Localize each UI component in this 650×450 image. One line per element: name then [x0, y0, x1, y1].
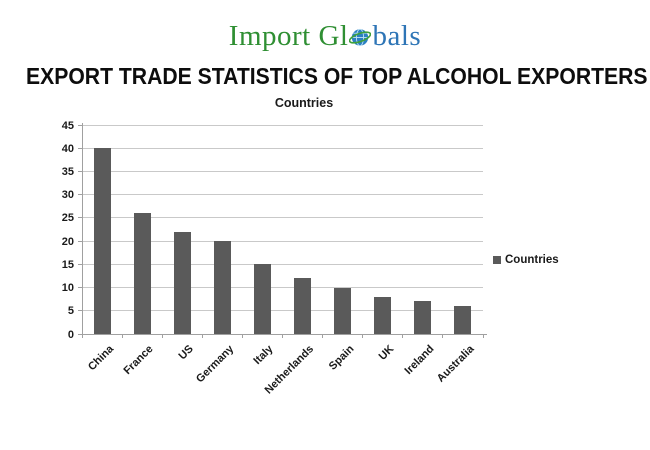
y-axis-tick-label: 40: [61, 142, 74, 155]
x-axis-label-spain: Spain: [326, 343, 357, 373]
bar-france: [133, 213, 151, 334]
y-axis-tick-label: 10: [61, 282, 74, 295]
y-axis-tick-label: 45: [61, 119, 74, 132]
gridline: [82, 287, 483, 289]
y-axis-tick: [78, 217, 82, 219]
y-axis-tick: [78, 310, 82, 312]
chart-title: Countries: [274, 96, 334, 110]
x-axis-tick: [482, 334, 484, 338]
y-axis-tick: [78, 147, 82, 149]
bar-italy: [253, 264, 271, 334]
x-axis-tick: [442, 334, 444, 338]
logo: Import Gl bals: [0, 20, 650, 56]
y-axis-tick: [78, 287, 82, 289]
bar-ireland: [414, 301, 432, 334]
legend: Countries: [493, 254, 559, 266]
x-axis-label-italy: Italy: [251, 343, 276, 368]
x-axis-label-uk: UK: [376, 343, 397, 363]
y-axis-tick-label: 30: [61, 189, 74, 202]
x-axis-tick: [282, 334, 283, 338]
y-axis-tick-label: 15: [61, 258, 74, 271]
gridline: [82, 310, 483, 312]
gridline: [82, 194, 483, 196]
x-axis-label-germany: Germany: [193, 343, 236, 386]
x-axis-tick: [241, 334, 243, 338]
bar-china: [93, 148, 111, 334]
globe-icon: [349, 23, 372, 56]
x-axis-tick: [161, 334, 163, 338]
y-axis-tick: [78, 240, 82, 242]
y-axis-tick-label: 5: [67, 305, 74, 318]
gridline: [82, 124, 483, 126]
bar-spain: [334, 287, 352, 334]
x-axis-label-china: China: [85, 343, 116, 374]
bar-germany: [213, 241, 231, 334]
x-axis-tick: [322, 334, 324, 338]
x-axis-label-france: France: [121, 343, 156, 377]
x-axis-label-australia: Australia: [434, 343, 477, 385]
y-axis-tick: [78, 170, 82, 172]
y-axis-tick-label: 25: [61, 212, 74, 225]
gridline: [82, 217, 483, 219]
bar-uk: [374, 296, 392, 334]
x-axis-label-us: US: [176, 343, 196, 363]
x-axis-tick: [362, 334, 364, 338]
gridline: [82, 263, 483, 265]
gridline: [82, 170, 483, 172]
y-axis-line: [81, 123, 83, 335]
legend-swatch: [493, 256, 501, 264]
y-axis-tick: [78, 124, 82, 126]
logo-text-secondary: bals: [372, 20, 422, 52]
bar-netherlands: [294, 278, 312, 334]
y-axis-tick-label: 0: [67, 328, 74, 341]
y-axis-tick: [78, 194, 82, 196]
y-axis-tick-label: 35: [61, 165, 74, 178]
bar-us: [173, 231, 191, 334]
x-axis-label-ireland: Ireland: [402, 343, 437, 377]
page-title: EXPORT TRADE STATISTICS OF TOP ALCOHOL E…: [26, 63, 648, 89]
y-axis-tick: [78, 263, 82, 265]
gridline: [82, 147, 483, 149]
x-axis-tick: [201, 334, 203, 338]
bar-australia: [454, 306, 472, 334]
x-axis-tick: [81, 334, 83, 338]
logo-text-primary: Import Gl: [228, 20, 349, 52]
x-axis-tick: [402, 334, 404, 338]
gridline: [82, 240, 483, 242]
legend-label: Countries: [505, 254, 559, 266]
y-axis-tick-label: 20: [61, 235, 74, 248]
x-axis-tick: [121, 334, 123, 338]
